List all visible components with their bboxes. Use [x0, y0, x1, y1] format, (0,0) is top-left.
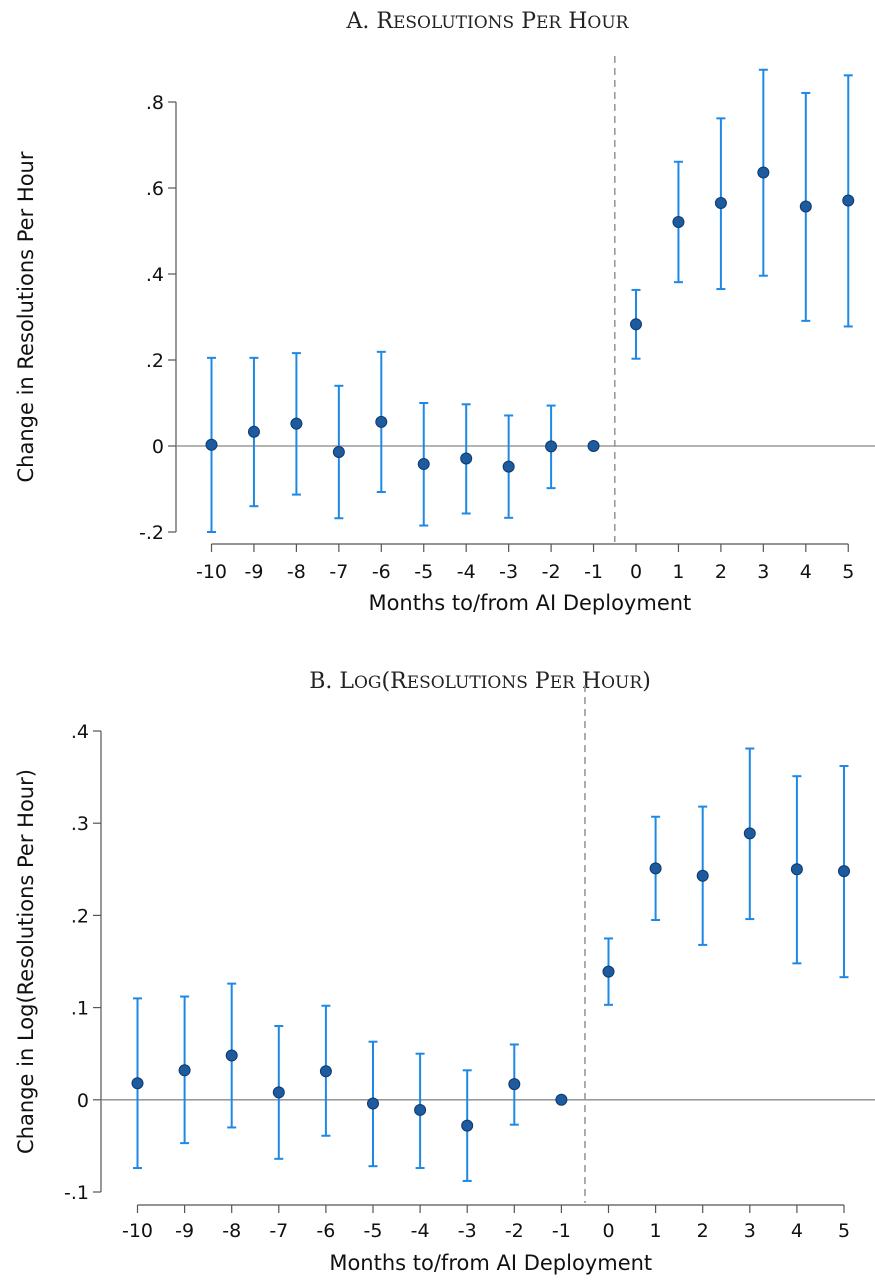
- data-point: [799, 200, 812, 213]
- x-tick-label: 3: [744, 1220, 756, 1242]
- x-tick-label: -8: [287, 561, 306, 583]
- data-point: [375, 415, 388, 428]
- x-axis-label: Months to/from AI Deployment: [329, 1251, 652, 1275]
- x-tick-label: -7: [269, 1220, 288, 1242]
- y-tick-label: .2: [146, 350, 164, 372]
- x-tick-label: -4: [411, 1220, 430, 1242]
- data-point: [630, 318, 642, 331]
- data-point: [757, 166, 770, 179]
- y-tick-label: .6: [146, 178, 164, 200]
- x-tick-label: -4: [457, 561, 476, 583]
- data-point: [714, 197, 727, 210]
- x-tick-label: -2: [505, 1220, 524, 1242]
- x-tick-label: -8: [222, 1220, 241, 1242]
- y-tick-label: .4: [71, 721, 89, 743]
- data-point: [461, 1119, 474, 1132]
- x-tick-label: 4: [800, 561, 812, 583]
- data-point: [131, 1077, 144, 1090]
- data-point: [290, 417, 303, 430]
- y-tick-label: .2: [71, 905, 89, 927]
- data-point: [178, 1064, 191, 1077]
- x-tick-label: 1: [650, 1220, 662, 1242]
- y-axis-label: Change in Resolutions Per Hour: [14, 151, 38, 482]
- x-tick-label: 4: [791, 1220, 803, 1242]
- data-point: [332, 446, 345, 459]
- data-point: [414, 1103, 427, 1116]
- x-tick-label: 1: [672, 561, 684, 583]
- x-tick-label: -10: [122, 1220, 153, 1242]
- x-tick-label: -7: [329, 561, 348, 583]
- x-tick-label: 5: [842, 561, 854, 583]
- x-tick-label: -5: [414, 561, 433, 583]
- data-point: [225, 1049, 238, 1062]
- x-tick-label: -5: [364, 1220, 383, 1242]
- data-point: [696, 869, 709, 882]
- x-tick-label: -6: [316, 1220, 335, 1242]
- data-point: [247, 425, 260, 438]
- data-point: [272, 1086, 285, 1099]
- y-tick-label: -.2: [139, 522, 164, 544]
- data-point: [790, 863, 803, 876]
- y-tick-label: -.1: [64, 1182, 89, 1204]
- x-tick-label: 5: [838, 1220, 850, 1242]
- y-tick-label: .1: [71, 998, 89, 1020]
- data-point: [460, 452, 473, 465]
- x-tick-label: -3: [499, 561, 518, 583]
- panel-title: B. LOG(RESOLUTIONS PER HOUR): [309, 669, 651, 694]
- y-tick-label: 0: [152, 436, 164, 458]
- data-point: [672, 215, 685, 228]
- data-point: [587, 440, 600, 452]
- x-tick-label: -9: [244, 561, 263, 583]
- panel-b-log-resolutions-per-hour: B. LOG(RESOLUTIONS PER HOUR) -.1 0 .1 .2 .3 .4…: [14, 669, 875, 1275]
- y-axis-label: Change in Log(Resolutions Per Hour): [14, 769, 38, 1154]
- x-tick-label: 3: [757, 561, 769, 583]
- x-tick-label: -10: [196, 561, 227, 583]
- data-point: [555, 1093, 568, 1106]
- x-tick-label: -1: [552, 1220, 571, 1242]
- x-tick-label: 0: [602, 1220, 614, 1242]
- data-point: [743, 827, 756, 840]
- x-tick-label: 0: [630, 561, 642, 583]
- data-point: [838, 865, 850, 878]
- data-point: [508, 1078, 521, 1091]
- x-tick-label: -1: [584, 561, 603, 583]
- data-point: [367, 1097, 379, 1110]
- data-point: [602, 965, 615, 978]
- y-tick-label: .8: [146, 92, 164, 114]
- x-tick-label: 2: [697, 1220, 709, 1242]
- data-point: [319, 1065, 332, 1078]
- data-point: [205, 438, 218, 451]
- panel-title: A. RESOLUTIONS PER HOUR: [346, 9, 630, 34]
- data-point: [545, 440, 558, 453]
- data-point: [842, 194, 855, 207]
- y-tick-label: 0: [77, 1090, 89, 1112]
- x-tick-label: -2: [542, 561, 561, 583]
- x-tick-label: 2: [715, 561, 727, 583]
- data-point: [649, 862, 662, 875]
- x-axis-label: Months to/from AI Deployment: [368, 591, 691, 615]
- x-tick-label: -3: [458, 1220, 477, 1242]
- x-tick-label: -6: [372, 561, 391, 583]
- data-point: [417, 458, 430, 471]
- y-tick-label: .3: [71, 813, 89, 835]
- panel-a-resolutions-per-hour: A. RESOLUTIONS PER HOUR-.20.2.4.6.8-10 -9…: [14, 9, 875, 615]
- data-point: [502, 460, 515, 473]
- y-tick-label: .4: [146, 264, 164, 286]
- x-tick-label: -9: [175, 1220, 194, 1242]
